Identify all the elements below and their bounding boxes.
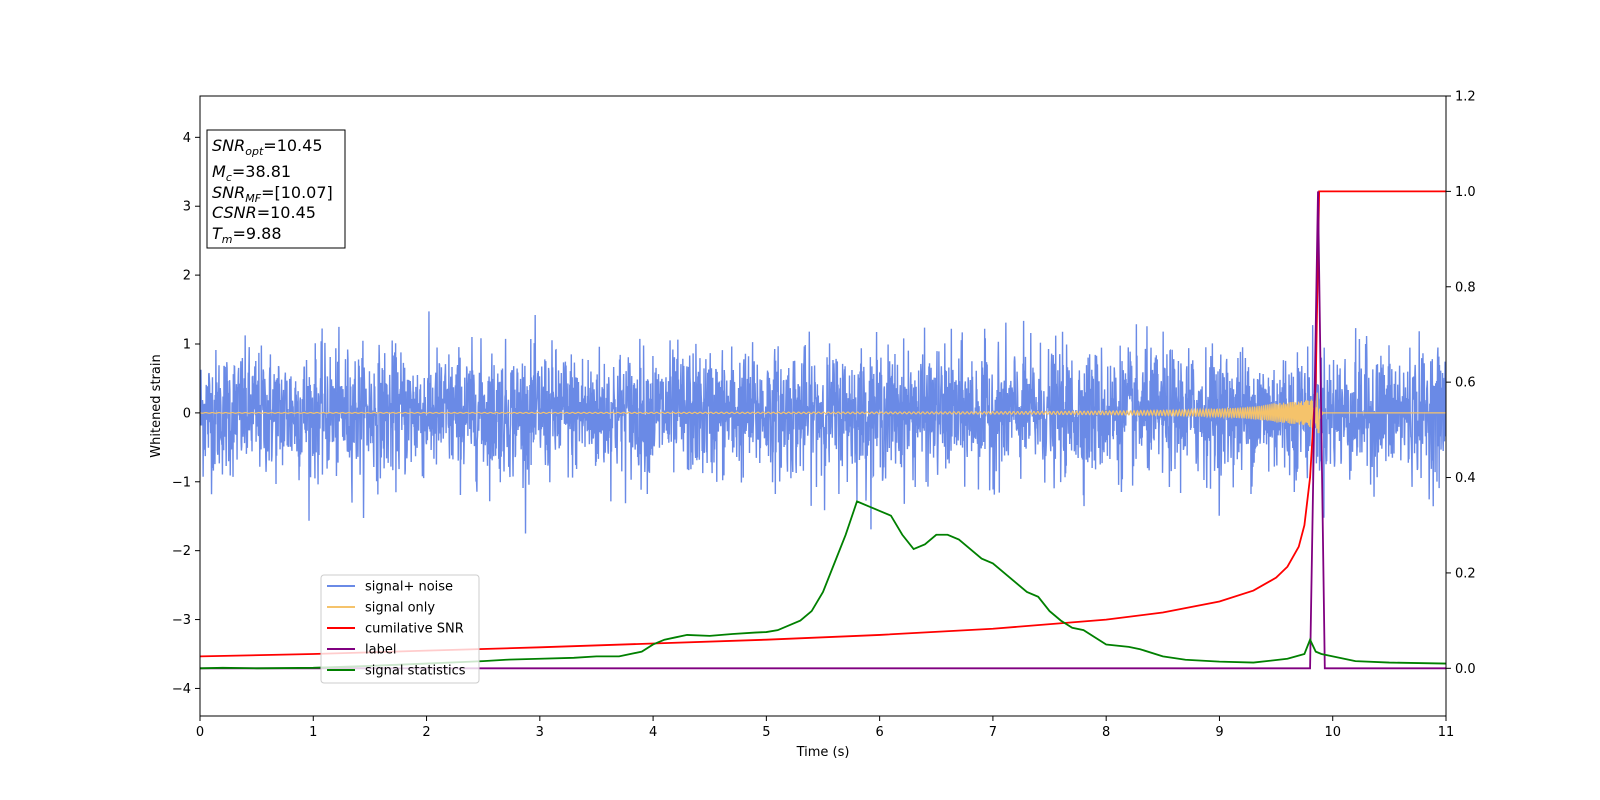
series-label xyxy=(200,191,1446,670)
series-signal-only xyxy=(200,392,1446,434)
legend-entry: cumilative SNR xyxy=(365,622,464,637)
legend-entry: signal only xyxy=(365,601,435,616)
x-tick-label: 6 xyxy=(875,725,883,740)
x-tick-label: 5 xyxy=(762,725,770,740)
x-tick-label: 8 xyxy=(1102,725,1110,740)
plot-frame xyxy=(199,95,1447,717)
y-tick-label: −1 xyxy=(172,475,191,490)
x-tick-label: 2 xyxy=(422,725,430,740)
x-tick-label: 9 xyxy=(1215,725,1223,740)
annotation-line: Mc=38.81 xyxy=(212,162,291,184)
plot-area xyxy=(200,190,1446,670)
annotation-line: SNRMF=[10.07] xyxy=(212,183,333,205)
y-tick-label: 3 xyxy=(183,200,191,215)
annotation-box: SNRopt=10.45 Mc=38.81SNRMF=[10.07]CSNR=10… xyxy=(206,129,346,249)
y-tick-label: 4 xyxy=(183,131,191,146)
ticks-layer: 0 1 2 3 4 5 6 7 8 9 10 11 −4 −3 −2 −1 0 1 2 3 4 0.0 0.2 0.4 0.6 0… xyxy=(172,90,1476,741)
y-tick-label: 1 xyxy=(183,338,191,353)
legend-entry: signal+ noise xyxy=(365,580,453,595)
y-tick-label: 0 xyxy=(183,406,191,421)
y-tick-label: −4 xyxy=(172,682,191,697)
y2-tick-label: 0.0 xyxy=(1455,662,1476,677)
x-tick-label: 7 xyxy=(989,725,997,740)
annotation-frame xyxy=(206,129,346,249)
x-axis-label: Time (s) xyxy=(796,745,850,760)
series-signal-statistics xyxy=(200,500,1446,670)
y2-tick-label: 0.6 xyxy=(1455,376,1476,391)
x-tick-label: 11 xyxy=(1438,725,1455,740)
legend-frame xyxy=(320,574,480,684)
y-tick-label: −3 xyxy=(172,613,191,628)
y-axis-label: Whitened strain xyxy=(149,354,164,457)
annotation-line: Tm=9.88 xyxy=(212,224,282,246)
legend-entry: label xyxy=(365,643,396,658)
annotation-line: CSNR=10.45 xyxy=(212,203,316,222)
y2-tick-label: 1.0 xyxy=(1455,185,1476,200)
y2-tick-label: 0.4 xyxy=(1455,471,1476,486)
x-tick-label: 10 xyxy=(1324,725,1341,740)
series-layer xyxy=(200,190,1446,670)
x-tick-label: 3 xyxy=(536,725,544,740)
y-tick-label: −2 xyxy=(172,544,191,559)
y2-tick-label: 0.8 xyxy=(1455,280,1476,295)
y2-tick-label: 1.2 xyxy=(1455,90,1476,105)
x-tick-label: 1 xyxy=(309,725,317,740)
y-tick-label: 2 xyxy=(183,269,191,284)
x-tick-label: 4 xyxy=(649,725,657,740)
legend: signal+ noise signal only cumilative SNR la… xyxy=(320,574,480,684)
series-cumilative-snr xyxy=(200,190,1446,658)
y2-tick-label: 0.2 xyxy=(1455,566,1476,581)
annotation-line: SNRopt=10.45 xyxy=(212,136,323,158)
legend-entry: signal statistics xyxy=(365,664,466,679)
x-tick-label: 0 xyxy=(196,725,204,740)
